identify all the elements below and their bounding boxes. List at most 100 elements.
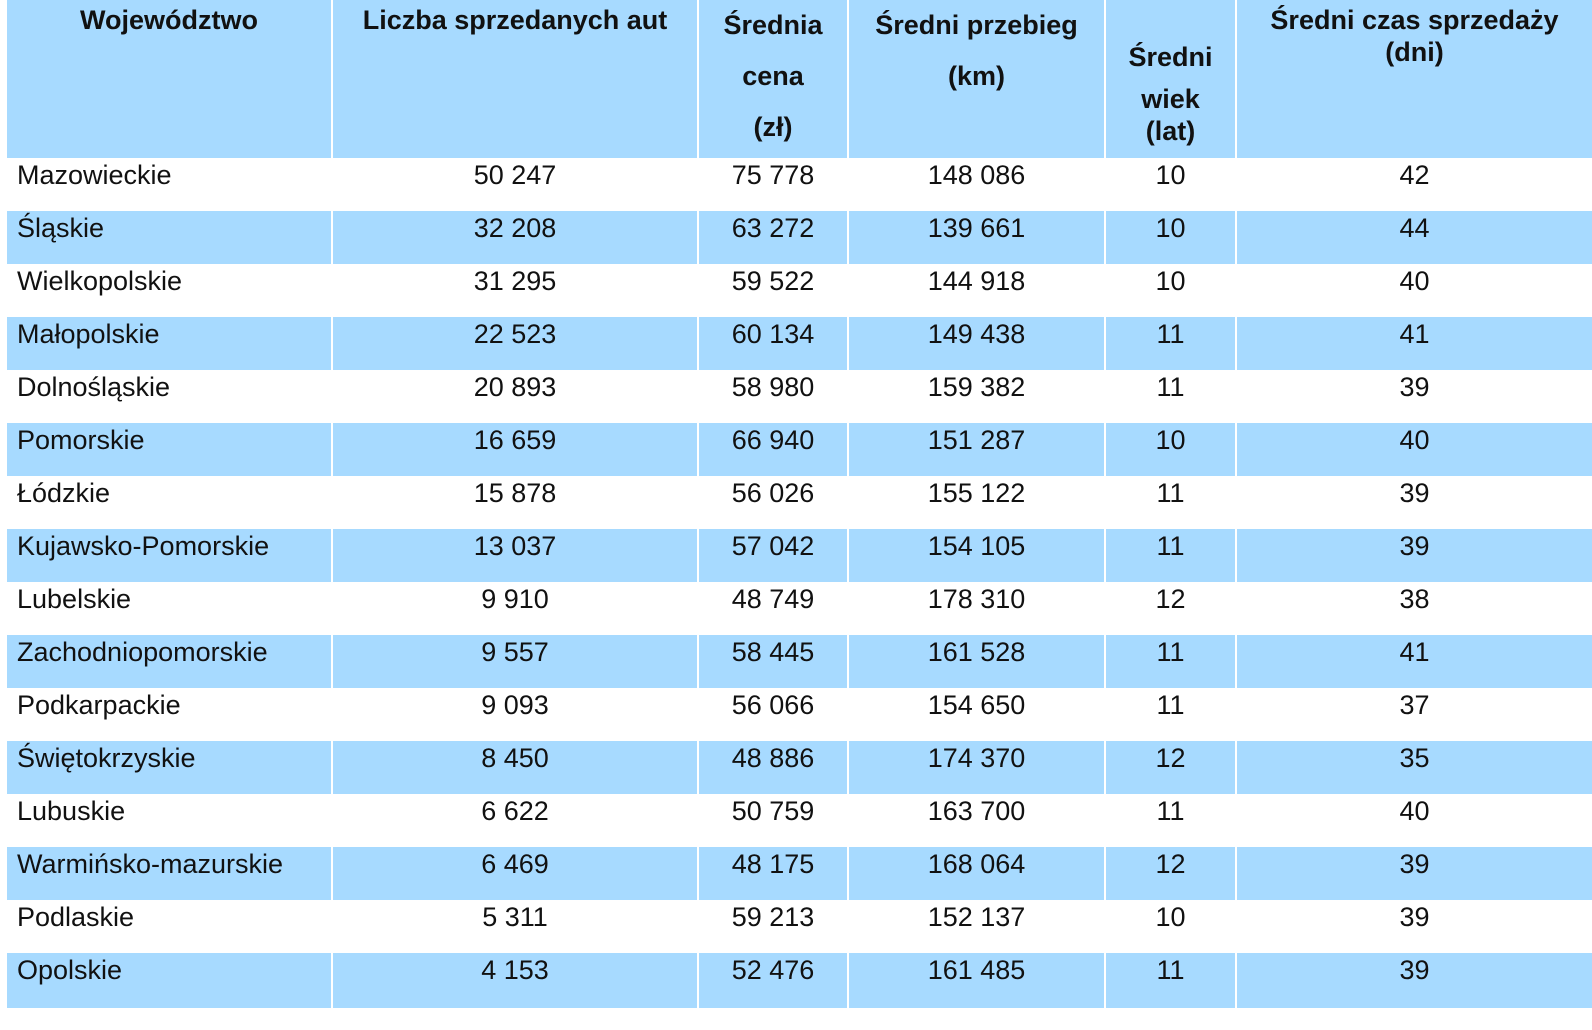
cell-age: 12 xyxy=(1106,582,1237,635)
cell-price: 58 980 xyxy=(699,370,849,423)
cell-count: 16 659 xyxy=(333,423,699,476)
cell-count: 6 469 xyxy=(333,847,699,900)
header-age-line2: wiek (lat) xyxy=(1141,84,1200,146)
table-row: Pomorskie 16 659 66 940 151 287 10 40 xyxy=(7,423,1592,476)
cell-days: 41 xyxy=(1399,637,1430,667)
cell-region: Mazowieckie xyxy=(7,158,333,211)
table-row: Kujawsko-Pomorskie 13 037 57 042 154 105 11 3… xyxy=(7,529,1592,582)
cell-mileage: 161 528 xyxy=(849,635,1106,688)
cell-count: 15 878 xyxy=(333,476,699,529)
cell-age: 12 xyxy=(1106,847,1237,900)
cell-region: Świętokrzyskie xyxy=(7,741,333,794)
cell-mileage: 144 918 xyxy=(849,264,1106,317)
cell-count: 8 450 xyxy=(333,741,699,794)
cell-days: 39 xyxy=(1399,849,1430,879)
cell-age: 12 xyxy=(1106,741,1237,794)
cell-age: 10 xyxy=(1106,900,1237,953)
table-row: Warmińsko-mazurskie 6 469 48 175 168 064 12 3… xyxy=(7,847,1592,900)
cell-region: Lubelskie xyxy=(7,582,333,635)
cell-age: 11 xyxy=(1106,317,1237,370)
header-age: Średni wiek (lat) xyxy=(1106,0,1237,158)
cell-age: 11 xyxy=(1106,529,1237,582)
cell-price: 66 940 xyxy=(699,423,849,476)
cell-count: 9 093 xyxy=(333,688,699,741)
cell-count: 6 622 xyxy=(333,794,699,847)
cell-count: 9 557 xyxy=(333,635,699,688)
cell-age: 10 xyxy=(1106,423,1237,476)
table-row: Podlaskie 5 311 59 213 152 137 10 39 xyxy=(7,900,1592,953)
cell-mileage: 161 485 xyxy=(849,953,1106,1008)
cell-price: 58 445 xyxy=(699,635,849,688)
cell-mileage: 154 105 xyxy=(849,529,1106,582)
header-sale-time: Średni czas sprzedaży (dni) xyxy=(1270,5,1559,67)
cell-mileage: 139 661 xyxy=(849,211,1106,264)
cell-age: 11 xyxy=(1106,953,1237,1008)
cell-mileage: 163 700 xyxy=(849,794,1106,847)
table-row: Opolskie 4 153 52 476 161 485 11 39 xyxy=(7,953,1592,1008)
table-header: Województwo Liczba sprzedanych aut Średn… xyxy=(7,0,1592,158)
cell-region: Dolnośląskie xyxy=(7,370,333,423)
cell-price: 57 042 xyxy=(699,529,849,582)
cell-price: 48 886 xyxy=(699,741,849,794)
cell-age: 11 xyxy=(1106,370,1237,423)
cell-count: 13 037 xyxy=(333,529,699,582)
cell-region: Śląskie xyxy=(7,211,333,264)
cell-days: 40 xyxy=(1399,425,1430,455)
cell-price: 60 134 xyxy=(699,317,849,370)
cell-mileage: 149 438 xyxy=(849,317,1106,370)
table-row: Małopolskie 22 523 60 134 149 438 11 41 xyxy=(7,317,1592,370)
table-row: Mazowieckie 50 247 75 778 148 086 10 42 xyxy=(7,158,1592,211)
cell-price: 52 476 xyxy=(699,953,849,1008)
cell-age: 11 xyxy=(1106,635,1237,688)
cell-mileage: 154 650 xyxy=(849,688,1106,741)
table-row: Lubelskie 9 910 48 749 178 310 12 38 xyxy=(7,582,1592,635)
table-row: Lubuskie 6 622 50 759 163 700 11 40 xyxy=(7,794,1592,847)
cell-days: 39 xyxy=(1399,478,1430,508)
table-body: Mazowieckie 50 247 75 778 148 086 10 42 Śląski… xyxy=(7,158,1592,1008)
cell-mileage: 168 064 xyxy=(849,847,1106,900)
cell-mileage: 148 086 xyxy=(849,158,1106,211)
cell-days: 40 xyxy=(1399,266,1430,296)
cell-mileage: 178 310 xyxy=(849,582,1106,635)
cell-count: 22 523 xyxy=(333,317,699,370)
cell-mileage: 152 137 xyxy=(849,900,1106,953)
table-row: Łódzkie 15 878 56 026 155 122 11 39 xyxy=(7,476,1592,529)
cell-days: 35 xyxy=(1399,743,1430,773)
cell-days: 37 xyxy=(1399,690,1430,720)
cell-price: 56 026 xyxy=(699,476,849,529)
cell-region: Kujawsko-Pomorskie xyxy=(7,529,333,582)
cell-region: Podlaskie xyxy=(7,900,333,953)
cell-region: Podkarpackie xyxy=(7,688,333,741)
cell-age: 11 xyxy=(1106,476,1237,529)
table-row: Świętokrzyskie 8 450 48 886 174 370 12 35 xyxy=(7,741,1592,794)
cell-days: 41 xyxy=(1399,319,1430,349)
cell-age: 10 xyxy=(1106,211,1237,264)
cell-count: 4 153 xyxy=(333,953,699,1008)
cell-count: 20 893 xyxy=(333,370,699,423)
cell-price: 56 066 xyxy=(699,688,849,741)
cell-region: Wielkopolskie xyxy=(7,264,333,317)
cell-region: Pomorskie xyxy=(7,423,333,476)
cell-days: 42 xyxy=(1399,160,1430,190)
cell-region: Zachodniopomorskie xyxy=(7,635,333,688)
table-row: Wielkopolskie 31 295 59 522 144 918 10 40 xyxy=(7,264,1592,317)
cell-count: 5 311 xyxy=(333,900,699,953)
table-row: Zachodniopomorskie 9 557 58 445 161 528 11 41 xyxy=(7,635,1592,688)
cell-region: Małopolskie xyxy=(7,317,333,370)
header-mileage: Średni przebieg (km) xyxy=(849,0,1106,158)
cell-days: 38 xyxy=(1399,584,1430,614)
cell-days: 39 xyxy=(1399,531,1430,561)
cell-price: 50 759 xyxy=(699,794,849,847)
header-region: Województwo xyxy=(7,0,333,158)
cell-age: 10 xyxy=(1106,158,1237,211)
cell-count: 9 910 xyxy=(333,582,699,635)
cell-days: 44 xyxy=(1399,213,1430,243)
cell-price: 63 272 xyxy=(699,211,849,264)
cell-price: 59 213 xyxy=(699,900,849,953)
cell-count: 50 247 xyxy=(333,158,699,211)
header-count: Liczba sprzedanych aut xyxy=(333,0,699,158)
cell-age: 11 xyxy=(1106,688,1237,741)
cell-days: 39 xyxy=(1399,955,1430,985)
cell-region: Lubuskie xyxy=(7,794,333,847)
table-row: Podkarpackie 9 093 56 066 154 650 11 37 xyxy=(7,688,1592,741)
